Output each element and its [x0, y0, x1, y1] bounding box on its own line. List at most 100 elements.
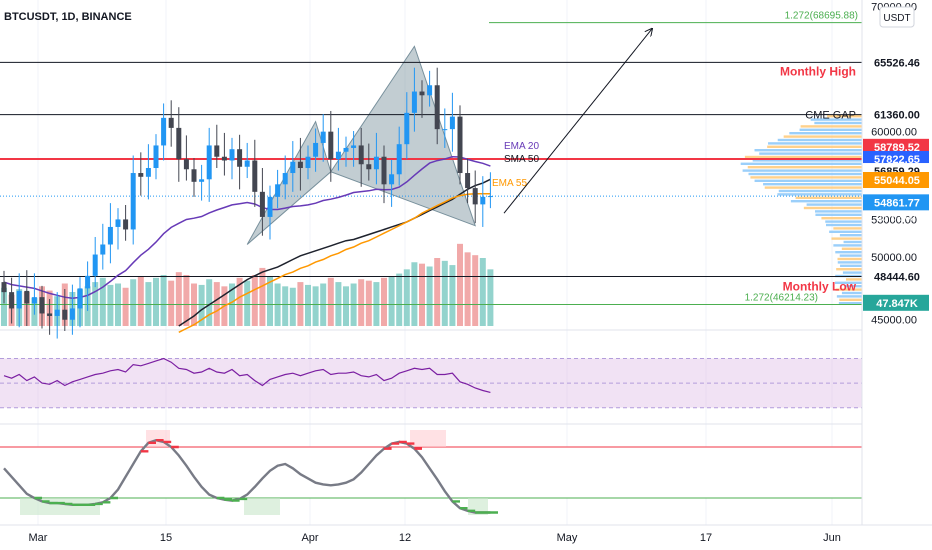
- monthly-high-label: Monthly High: [780, 64, 856, 78]
- time-tick-1: 15: [160, 532, 172, 544]
- volume-bar-27: [206, 279, 213, 326]
- candle-body-32: [244, 160, 250, 167]
- profile-row-45: [836, 268, 862, 271]
- candle-body-19: [145, 168, 151, 177]
- currency-badge[interactable]: USDT: [879, 6, 915, 28]
- profile-row-36: [831, 237, 862, 240]
- candle-body-29: [221, 156, 227, 161]
- price-tick-1: 60000.00: [871, 127, 917, 139]
- volume-bar-37: [282, 286, 289, 326]
- candle-body-11: [85, 275, 91, 289]
- candle-body-45: [343, 147, 349, 152]
- profile-row-0: [827, 115, 862, 118]
- candle-21: [161, 103, 167, 161]
- candle-body-0: [1, 282, 7, 293]
- stoch-ob-zone-1: [410, 430, 446, 447]
- candle-50: [381, 145, 387, 204]
- volume-bar-24: [183, 275, 190, 326]
- candle-body-10: [77, 288, 83, 309]
- axis-label-3-bg: [863, 172, 929, 189]
- candle-13: [100, 223, 106, 270]
- candle-body-1: [9, 292, 15, 309]
- price-axis[interactable]: 70000.0060000.0053000.0050000.0045000.00…: [861, 0, 932, 525]
- volume-bar-26: [198, 284, 205, 326]
- candle-35: [267, 185, 273, 240]
- ema20-label: EMA 20: [504, 141, 539, 152]
- profile-row-48: [845, 278, 862, 281]
- profile-row-17: [748, 172, 862, 176]
- candle-51: [389, 159, 395, 207]
- profile-row-32: [826, 223, 862, 227]
- countdown-text: 11:52:02: [878, 212, 917, 223]
- profile-row-40: [835, 251, 862, 254]
- candle-40: [305, 145, 311, 180]
- volume-bar-38: [289, 287, 296, 326]
- candle-48: [366, 143, 372, 181]
- candle-60: [457, 105, 463, 185]
- candle-body-33: [252, 160, 258, 192]
- axis-label-4: 54861.77: [863, 194, 929, 211]
- grid: [37, 0, 833, 525]
- volume-bar-21: [160, 275, 167, 326]
- volume-bar-59: [449, 265, 456, 326]
- candle-body-23: [176, 127, 182, 160]
- candle-15: [115, 208, 121, 250]
- candle-body-59: [449, 116, 455, 130]
- candle-body-9: [69, 308, 75, 320]
- candle-body-2: [16, 290, 22, 309]
- profile-row-10: [754, 149, 862, 152]
- profile-row-3: [800, 125, 862, 128]
- candle-31: [237, 134, 243, 190]
- profile-row-47: [835, 274, 862, 278]
- ema55-line: [178, 192, 491, 333]
- candle-body-37: [282, 173, 288, 185]
- stoch-pane[interactable]: 80.0040.002.95: [0, 423, 932, 521]
- candle-49: [373, 132, 379, 185]
- candle-body-34: [259, 191, 265, 217]
- profile-row-34: [829, 230, 862, 233]
- candle-body-41: [313, 142, 319, 157]
- stoch-os-zone-1: [244, 498, 280, 515]
- candle-body-56: [427, 85, 433, 96]
- candle-18: [138, 152, 144, 196]
- candle-52: [396, 126, 402, 186]
- candle-body-47: [358, 145, 364, 165]
- profile-row-4: [799, 128, 862, 131]
- candle-4: [31, 273, 37, 315]
- axis-label-0: 58789.52: [863, 138, 929, 155]
- axis-label-cme-gap: 61360.00: [863, 106, 929, 123]
- axis-label-3: 55044.05: [863, 172, 929, 189]
- candle-body-15: [115, 219, 121, 227]
- candle-body-12: [92, 254, 98, 276]
- profile-row-53: [836, 295, 862, 298]
- profile-row-22: [778, 189, 862, 193]
- projection-arrow: [503, 29, 652, 214]
- candle-32: [244, 142, 250, 179]
- volume-bar-64: [487, 269, 494, 326]
- candle-body-57: [434, 85, 440, 130]
- profile-row-9: [767, 145, 862, 148]
- candle-body-55: [419, 91, 425, 96]
- candle-53: [404, 92, 410, 160]
- axis-label-monthly-high-bg: [863, 54, 929, 71]
- candle-body-49: [373, 156, 379, 170]
- time-axis[interactable]: Mar 15 Apr 12 May 17 Jun: [0, 524, 932, 544]
- candle-22: [168, 100, 174, 147]
- candle-body-14: [107, 226, 113, 245]
- profile-row-55: [838, 302, 862, 305]
- candle-20: [153, 134, 159, 180]
- time-tick-3: 12: [399, 532, 411, 544]
- profile-row-41: [839, 254, 862, 257]
- volume-bar-43: [327, 277, 334, 326]
- volume-bar-51: [388, 276, 395, 326]
- candle-58: [442, 108, 448, 148]
- axis-label-monthly-low-bg: [863, 268, 929, 285]
- axis-label-volume: 47.847K: [863, 294, 929, 311]
- candles[interactable]: [1, 67, 493, 339]
- candle-body-30: [229, 149, 235, 161]
- candle-45: [343, 136, 349, 167]
- candle-61: [465, 158, 471, 204]
- candle-3: [24, 270, 30, 326]
- profile-row-15: [747, 166, 862, 169]
